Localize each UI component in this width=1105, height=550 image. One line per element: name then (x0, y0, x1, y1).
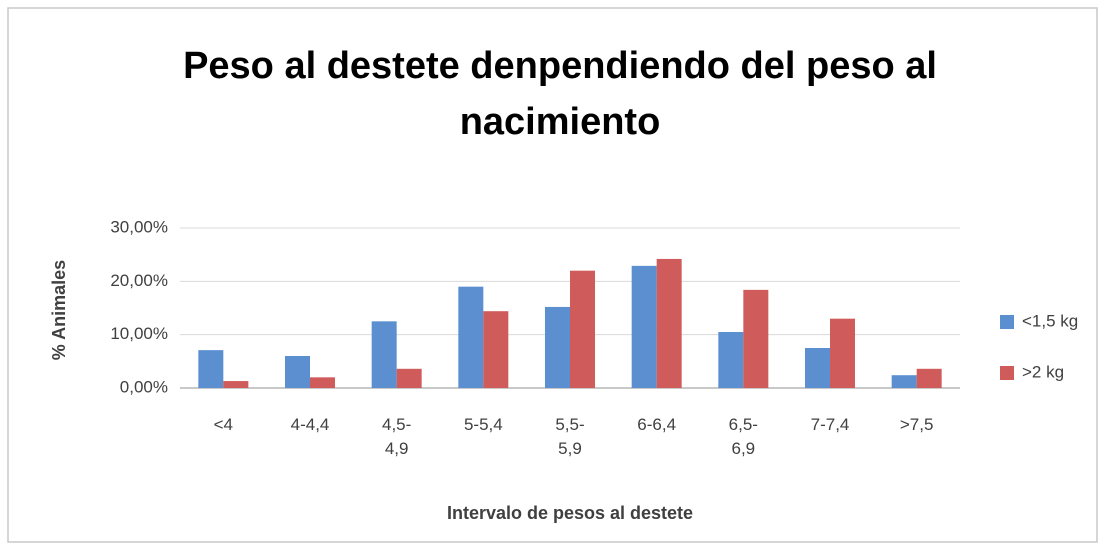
bar (891, 375, 917, 388)
y-tick-label: 30,00% (110, 217, 168, 236)
bar (545, 306, 570, 388)
bar (458, 286, 484, 388)
x-tick-label: >7,5 (899, 415, 934, 434)
chart-title: Peso al destete denpendiendo del peso al… (183, 45, 937, 143)
bar (371, 321, 397, 388)
bar (916, 368, 942, 388)
bar (805, 348, 830, 388)
bar (223, 381, 249, 388)
y-tick-label: 10,00% (110, 324, 168, 343)
bar (631, 265, 657, 388)
legend-label: >2 kg (1022, 362, 1064, 381)
bar (310, 377, 335, 388)
bar (743, 289, 769, 388)
chart-border (7, 7, 1098, 543)
bar (718, 332, 744, 388)
bar (483, 311, 509, 388)
x-axis-title: Intervalo de pesos al destete (447, 503, 693, 523)
x-tick-label: 4-4,4 (290, 415, 330, 434)
bar (396, 368, 422, 388)
x-tick-label: 4,5-4,9 (382, 415, 412, 458)
y-axis-title: % Animales (49, 260, 69, 360)
y-tick-label: 0,00% (120, 377, 168, 396)
legend-label: <1,5 kg (1022, 311, 1078, 330)
x-tick-label: 5,5-5,9 (555, 415, 585, 458)
bar (285, 356, 310, 388)
x-tick-label: 6-6,4 (637, 415, 677, 434)
x-tick-label: 6,5-6,9 (728, 415, 758, 458)
y-tick-label: 20,00% (110, 271, 168, 290)
x-tick-label: <4 (213, 415, 234, 434)
bar (656, 258, 682, 388)
x-tick-label: 7-7,4 (810, 415, 850, 434)
legend-swatch (1000, 315, 1014, 329)
bar (570, 270, 595, 388)
legend-swatch (1000, 366, 1014, 380)
x-tick-label: 5-5,4 (463, 415, 503, 434)
bar (830, 318, 855, 388)
bar (198, 350, 224, 388)
